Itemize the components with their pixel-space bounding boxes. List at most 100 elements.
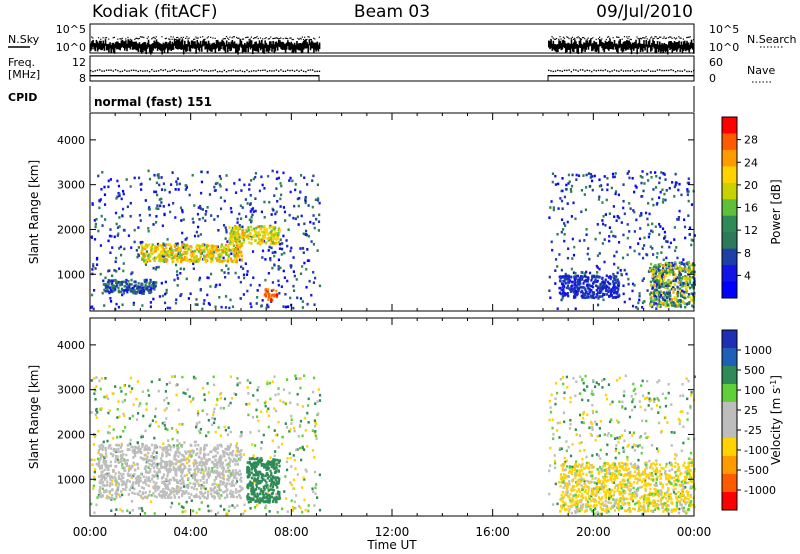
- heatmap-cell: [228, 306, 231, 310]
- heatmap-cell: [646, 217, 649, 221]
- heatmap-cell: [271, 281, 275, 284]
- heatmap-cell: [142, 289, 146, 293]
- heatmap-cell: [647, 202, 650, 205]
- heatmap-cell: [551, 172, 555, 176]
- heatmap-cell: [598, 267, 601, 271]
- nave-mark: [232, 69, 235, 71]
- heatmap-cell: [552, 503, 555, 506]
- heatmap-cell: [665, 266, 668, 269]
- heatmap-cell: [673, 431, 676, 434]
- heatmap-cell: [204, 465, 207, 469]
- heatmap-cell: [215, 483, 218, 486]
- heatmap-cell: [649, 245, 652, 249]
- heatmap-cell: [628, 202, 631, 205]
- nave-mark: [255, 70, 257, 72]
- heatmap-cell: [137, 474, 141, 478]
- heatmap-cell: [306, 302, 309, 306]
- heatmap-cell: [145, 408, 148, 411]
- nsky-mark: [578, 40, 581, 48]
- heatmap-cell: [240, 189, 243, 192]
- nave-mark: [307, 69, 309, 71]
- nave-mark: [568, 69, 570, 71]
- heatmap-cell: [171, 426, 174, 430]
- nsky-mark: [557, 44, 559, 53]
- heatmap-cell: [135, 291, 138, 295]
- heatmap-cell: [597, 383, 600, 386]
- nsky-mark: [665, 44, 668, 52]
- heatmap-cell: [111, 284, 114, 287]
- heatmap-cell: [169, 448, 172, 452]
- heatmap-cell: [633, 283, 636, 287]
- heatmap-cell: [586, 413, 589, 417]
- heatmap-cell: [232, 247, 236, 251]
- heatmap-cell: [137, 288, 140, 292]
- heatmap-cell: [687, 181, 690, 185]
- heatmap-cell: [664, 396, 667, 400]
- heatmap-cell: [224, 428, 228, 432]
- heatmap-cell: [668, 461, 671, 465]
- heatmap-cell: [206, 473, 210, 477]
- nave-mark: [636, 70, 638, 72]
- heatmap-cell: [563, 195, 567, 199]
- heatmap-cell: [602, 280, 605, 283]
- heatmap-cell: [659, 405, 662, 409]
- nsky-mark: [123, 41, 126, 51]
- heatmap-cell: [149, 255, 152, 258]
- heatmap-cell: [286, 244, 289, 248]
- nsearch-mark: [570, 37, 572, 40]
- nsearch-mark: [273, 37, 275, 40]
- nsearch-mark: [108, 38, 110, 40]
- heatmap-cell: [661, 269, 664, 272]
- heatmap-cell: [118, 290, 122, 294]
- nave-mark: [688, 70, 690, 73]
- heatmap-cell: [108, 492, 112, 495]
- heatmap-cell: [195, 245, 198, 249]
- heatmap-cell: [177, 485, 180, 489]
- nsky-mark: [180, 40, 183, 50]
- nsearch-mark: [274, 37, 276, 39]
- heatmap-cell: [626, 455, 629, 459]
- nsky-mark: [285, 42, 288, 50]
- nsky-mark: [591, 43, 593, 52]
- heatmap-cell: [638, 400, 641, 403]
- heatmap-cell: [617, 420, 620, 424]
- heatmap-cell: [680, 291, 684, 295]
- heatmap-cell: [196, 303, 199, 306]
- heatmap-cell: [302, 476, 305, 480]
- heatmap-cell: [202, 257, 206, 261]
- nave-mark: [234, 70, 237, 72]
- nsky-mark: [300, 43, 303, 53]
- nsearch-mark: [223, 38, 225, 40]
- nsky-mark: [154, 41, 157, 49]
- heatmap-cell: [154, 220, 158, 224]
- heatmap-cell: [673, 185, 676, 189]
- nave-mark: [296, 69, 298, 71]
- heatmap-cell: [647, 391, 650, 395]
- heatmap-cell: [247, 226, 250, 229]
- heatmap-cell: [570, 184, 574, 188]
- nsearch-mark: [178, 38, 180, 40]
- heatmap-cell: [643, 300, 646, 303]
- heatmap-cell: [216, 257, 219, 260]
- heatmap-cell: [129, 215, 132, 218]
- heatmap-cell: [256, 241, 259, 245]
- heatmap-cell: [103, 484, 106, 487]
- heatmap-cell: [202, 481, 205, 484]
- nsearch-mark: [292, 38, 294, 41]
- nsky-mark: [148, 44, 151, 53]
- heatmap-cell: [622, 284, 625, 288]
- nsearch-mark: [550, 38, 552, 41]
- heatmap-cell: [292, 426, 296, 430]
- heatmap-cell: [173, 278, 176, 282]
- nsky-mark: [139, 44, 142, 52]
- heatmap-cell: [606, 280, 609, 284]
- heatmap-cell: [174, 301, 178, 305]
- heatmap-cell: [177, 408, 180, 412]
- heatmap-cell: [293, 429, 296, 433]
- heatmap-cell: [227, 445, 230, 449]
- heatmap-cell: [649, 297, 652, 300]
- heatmap-cell: [566, 256, 570, 260]
- heatmap-cell: [113, 475, 116, 478]
- heatmap-cell: [114, 385, 117, 388]
- heatmap-cell: [234, 257, 238, 260]
